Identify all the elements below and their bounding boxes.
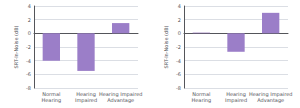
svg-text:Advantage: Advantage (257, 97, 284, 104)
svg-text:-6: -6 (176, 71, 181, 77)
svg-text:SRT-In-Noise (dB): SRT-In-Noise (dB) (163, 25, 169, 68)
svg-text:4: 4 (28, 3, 31, 9)
svg-text:-8: -8 (176, 85, 181, 91)
svg-text:0: 0 (178, 30, 181, 36)
svg-text:-2: -2 (176, 44, 181, 50)
svg-text:-8: -8 (26, 85, 31, 91)
svg-text:Hearing: Hearing (76, 91, 96, 97)
svg-text:Normal: Normal (42, 91, 61, 97)
svg-text:Normal: Normal (192, 91, 211, 97)
svg-text:4: 4 (178, 3, 181, 9)
svg-text:Hearing Impaired: Hearing Impaired (98, 91, 143, 97)
svg-text:Impaired: Impaired (75, 97, 97, 104)
svg-text:2: 2 (178, 17, 181, 23)
svg-text:-6: -6 (26, 71, 31, 77)
svg-text:SRT-In-Noise (dB): SRT-In-Noise (dB) (13, 25, 19, 68)
svg-text:-2: -2 (26, 44, 31, 50)
svg-text:Impaired: Impaired (225, 97, 247, 104)
svg-text:-4: -4 (26, 58, 31, 64)
svg-text:Hearing: Hearing (41, 97, 61, 104)
svg-text:Hearing: Hearing (191, 97, 211, 104)
svg-text:Advantage: Advantage (107, 97, 134, 104)
svg-text:-4: -4 (176, 58, 181, 64)
svg-text:Hearing: Hearing (226, 91, 246, 97)
svg-text:0: 0 (28, 30, 31, 36)
svg-text:Hearing Impaired: Hearing Impaired (248, 91, 293, 97)
svg-text:2: 2 (28, 17, 31, 23)
